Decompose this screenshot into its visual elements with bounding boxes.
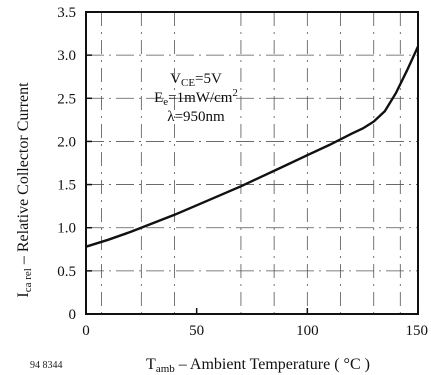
x-tick-label: 100	[296, 323, 319, 339]
y-tick-label: 1.0	[57, 221, 76, 237]
y-tick-label: 0	[69, 307, 77, 323]
grid	[86, 12, 418, 314]
y-tick-label: 2.5	[57, 91, 76, 107]
y-axis-ticks: 0 0.5 1.0 1.5 2.0 2.5 3.0 3.5	[57, 5, 92, 323]
x-axis-label: Tamb – Ambient Temperature ( °C )	[146, 356, 370, 375]
y-tick-label: 2.0	[57, 134, 76, 150]
x-tick-label: 50	[189, 323, 204, 339]
y-axis-label-subscript: ca rel	[22, 268, 34, 292]
x-axis-label-rest: – Ambient Temperature ( °C )	[175, 356, 370, 373]
y-axis-label-rest: – Relative Collector Current	[15, 82, 32, 268]
data-line	[85, 45, 420, 248]
x-axis-label-subscript: amb	[156, 363, 175, 375]
annotation-line: Ee=1mW/cm2	[154, 87, 238, 108]
y-tick-label: 3.5	[57, 5, 76, 21]
y-tick-label: 1.5	[57, 178, 76, 194]
y-tick-label: 0.5	[57, 264, 76, 280]
x-axis-ticks: 0 50 100 150	[82, 308, 428, 339]
annotation-line: VCE=5V	[170, 71, 222, 89]
x-tick-label: 150	[406, 323, 429, 339]
y-axis-label-main: I	[15, 292, 32, 297]
y-tick-label: 3.0	[57, 48, 76, 64]
y-axis-label: Ica rel – Relative Collector Current	[15, 82, 34, 298]
x-axis-label-main: T	[146, 356, 156, 373]
x-tick-label: 0	[82, 323, 90, 339]
annotation-line: λ=950nm	[167, 109, 225, 125]
plot-frame	[85, 11, 419, 315]
figure-code: 94 8344	[30, 360, 63, 371]
